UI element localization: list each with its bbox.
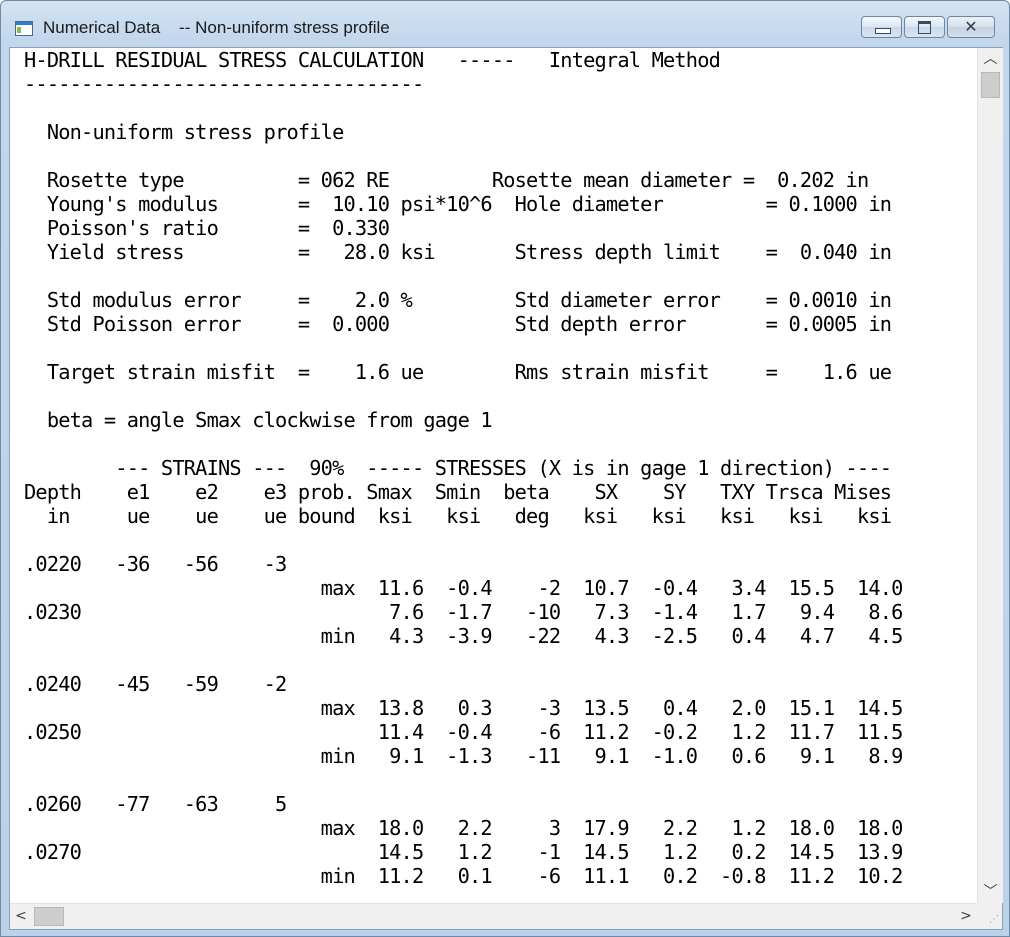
report-line: min 4.3 -3.9 -22 4.3 -2.5 0.4 4.7 4.5 xyxy=(24,624,904,648)
scroll-left-icon[interactable]: < xyxy=(15,908,27,924)
report-line: max 11.6 -0.4 -2 10.7 -0.4 3.4 15.5 14.0 xyxy=(24,576,904,600)
report-line: .0250 11.4 -0.4 -6 11.2 -0.2 1.2 11.7 11… xyxy=(24,720,903,744)
caption-buttons: ✕ xyxy=(859,16,995,40)
maximize-button[interactable] xyxy=(904,16,945,38)
report-text: H-DRILL RESIDUAL STRESS CALCULATION ----… xyxy=(24,48,903,888)
resize-grip[interactable]: ⋰ xyxy=(977,903,1002,929)
report-line: min 9.1 -1.3 -11 9.1 -1.0 0.6 9.1 8.9 xyxy=(24,744,904,768)
vertical-scroll-thumb[interactable] xyxy=(981,72,1000,98)
app-window-icon xyxy=(15,21,33,36)
minimize-button[interactable] xyxy=(861,16,902,38)
report-line: Depth e1 e2 e3 prob. Smax Smin beta SX S… xyxy=(24,480,892,504)
scroll-right-icon[interactable]: > xyxy=(960,908,972,924)
report-line: max 13.8 0.3 -3 13.5 0.4 2.0 15.1 14.5 xyxy=(24,696,904,720)
report-line: Yield stress = 28.0 ksi Stress depth lim… xyxy=(24,240,892,264)
report-line: --- STRAINS --- 90% ----- STRESSES (X is… xyxy=(24,456,892,480)
report-line: .0240 -45 -59 -2 xyxy=(24,672,287,696)
text-view[interactable]: H-DRILL RESIDUAL STRESS CALCULATION ----… xyxy=(9,47,1003,930)
title-bar[interactable]: Numerical Data -- Non-uniform stress pro… xyxy=(1,1,1009,47)
report-line: Young's modulus = 10.10 psi*10^6 Hole di… xyxy=(24,192,892,216)
report-line: H-DRILL RESIDUAL STRESS CALCULATION ----… xyxy=(24,48,721,72)
report-line: ----------------------------------- xyxy=(24,72,424,96)
close-button[interactable]: ✕ xyxy=(947,16,995,38)
report-line: in ue ue ue bound ksi ksi deg ksi ksi ks… xyxy=(24,504,892,528)
report-line: Std modulus error = 2.0 % Std diameter e… xyxy=(24,288,892,312)
horizontal-scrollbar[interactable]: < > xyxy=(10,903,977,929)
maximize-icon xyxy=(918,21,931,34)
report-line: Non-uniform stress profile xyxy=(24,120,344,144)
close-icon: ✕ xyxy=(964,17,978,36)
window-title: Numerical Data -- Non-uniform stress pro… xyxy=(43,18,390,37)
report-line: .0260 -77 -63 5 xyxy=(24,792,287,816)
report-line: max 18.0 2.2 3 17.9 2.2 1.2 18.0 18.0 xyxy=(24,816,904,840)
report-line: .0270 14.5 1.2 -1 14.5 1.2 0.2 14.5 13.9 xyxy=(24,840,903,864)
resize-grip-icon: ⋰ xyxy=(989,914,999,925)
report-line: beta = angle Smax clockwise from gage 1 xyxy=(24,408,493,432)
vertical-scrollbar[interactable]: ︿ ﹀ xyxy=(977,48,1003,903)
minimize-icon xyxy=(875,28,891,34)
report-line: .0230 7.6 -1.7 -10 7.3 -1.4 1.7 9.4 8.6 xyxy=(24,600,903,624)
report-line: min 11.2 0.1 -6 11.1 0.2 -0.8 11.2 10.2 xyxy=(24,864,904,888)
report-line: Poisson's ratio = 0.330 xyxy=(24,216,390,240)
report-line: .0220 -36 -56 -3 xyxy=(24,552,287,576)
report-line: Target strain misfit = 1.6 ue Rms strain… xyxy=(24,360,892,384)
report-content: H-DRILL RESIDUAL STRESS CALCULATION ----… xyxy=(10,48,977,903)
scroll-down-icon[interactable]: ﹀ xyxy=(983,884,998,900)
horizontal-scroll-thumb[interactable] xyxy=(34,907,64,926)
report-line: Std Poisson error = 0.000 Std depth erro… xyxy=(24,312,892,336)
scroll-up-icon[interactable]: ︿ xyxy=(983,51,998,67)
report-line: Rosette type = 062 RE Rosette mean diame… xyxy=(24,168,869,192)
